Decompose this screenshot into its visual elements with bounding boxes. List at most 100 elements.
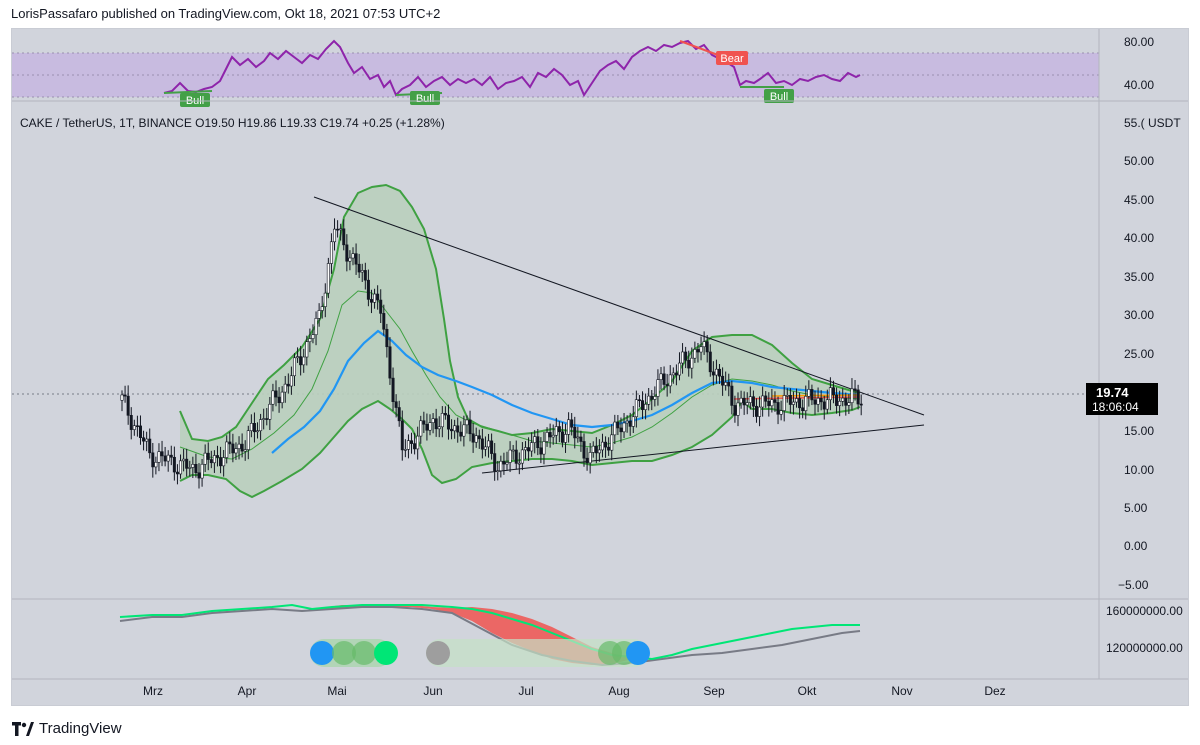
candle-up <box>292 357 296 377</box>
candle-up <box>203 452 207 465</box>
price-axis[interactable]: 55.( USDT 50.00 45.00 40.00 35.00 30.00 … <box>1118 116 1181 592</box>
candle-up <box>296 356 300 359</box>
candle-up <box>511 449 515 452</box>
candle-up <box>191 464 195 468</box>
candle-down <box>369 299 373 303</box>
candle-up <box>237 443 241 449</box>
candle-down <box>662 373 666 385</box>
bubble-green <box>352 641 376 665</box>
candle-up <box>745 402 749 406</box>
chart-frame[interactable]: Bull Bull Bear Bull 80.00 40.00 CAKE / T… <box>11 28 1189 706</box>
candle-down <box>616 421 620 429</box>
indicator-bubbles-group-1 <box>310 639 398 667</box>
candle-down <box>391 377 395 403</box>
candle-down <box>856 389 860 405</box>
candle-up <box>591 445 595 453</box>
time-tick: Nov <box>891 684 912 698</box>
candle-down <box>151 452 155 468</box>
candle-down <box>859 403 863 406</box>
candle-up <box>431 418 435 423</box>
time-axis[interactable]: Mrz Apr Mai Jun Jul Aug Sep Okt Nov Dez <box>143 684 1006 698</box>
signal-label: Bull <box>416 93 434 105</box>
candle-up <box>416 435 420 450</box>
candle-up <box>825 399 829 410</box>
candle-down <box>557 426 561 433</box>
time-tick: Mai <box>327 684 346 698</box>
candle-up <box>659 373 663 380</box>
chart-canvas[interactable]: Bull Bull Bear Bull 80.00 40.00 CAKE / T… <box>12 29 1188 705</box>
bubble-blue <box>626 641 650 665</box>
candle-down <box>336 228 340 231</box>
candle-up <box>333 228 337 243</box>
candle-up <box>724 382 728 386</box>
trendline-lower[interactable] <box>481 424 925 474</box>
candle-up <box>246 430 250 450</box>
candle-down <box>274 390 278 398</box>
candle-down <box>456 425 460 433</box>
candle-up <box>542 441 546 455</box>
candle-up <box>576 436 580 439</box>
candle-down <box>135 425 139 428</box>
candle-down <box>422 420 426 425</box>
candle-up <box>653 396 657 400</box>
candle-up <box>668 374 672 387</box>
candle-down <box>822 401 826 410</box>
candle-down <box>773 399 777 403</box>
candle-up <box>520 449 524 464</box>
last-price-tag[interactable]: 19.74 18:06:04 <box>1086 383 1158 415</box>
signal-badge <box>764 89 794 103</box>
candle-up <box>841 397 845 402</box>
candle-up <box>308 338 312 343</box>
candle-up <box>154 461 158 468</box>
candle-down <box>185 458 189 469</box>
candle-down <box>126 395 130 416</box>
candle-down <box>357 263 361 273</box>
candle-up <box>681 351 685 364</box>
candle-up <box>533 436 537 443</box>
tradingview-logo[interactable]: TradingView <box>12 720 122 737</box>
candle-down <box>684 351 688 361</box>
candle-down <box>810 389 814 401</box>
candle-down <box>142 437 146 442</box>
candle-up <box>739 397 743 404</box>
candle-down <box>628 420 632 427</box>
candle-up <box>551 434 555 438</box>
signal-label: Bear <box>720 53 744 65</box>
candle-down <box>197 472 201 479</box>
rsi-signal-bear: Bear <box>716 51 748 65</box>
candle-down <box>637 399 641 402</box>
trendline-upper[interactable] <box>313 196 925 416</box>
signal-badge <box>716 51 748 65</box>
candlestick-series <box>120 218 863 489</box>
candle-up <box>779 410 783 415</box>
volume-pane[interactable]: 160000000.00 120000000.00 <box>119 603 1183 667</box>
candle-up <box>517 462 521 465</box>
candle-down <box>215 455 219 458</box>
candle-up <box>323 292 327 307</box>
candle-up <box>785 395 789 397</box>
candle-up <box>453 425 457 432</box>
price-pane[interactable]: CAKE / TetherUS, 1T, BINANCE O19.50 H19.… <box>12 116 1181 592</box>
candle-up <box>714 368 718 376</box>
candle-down <box>527 447 531 452</box>
candle-up <box>440 413 444 428</box>
candle-down <box>594 445 598 454</box>
candle-up <box>508 449 512 463</box>
price-tick: 0.00 <box>1124 539 1148 553</box>
tradingview-logo-text: TradingView <box>39 720 122 737</box>
symbol-legend[interactable]: CAKE / TetherUS, 1T, BINANCE O19.50 H19.… <box>20 116 445 130</box>
candle-up <box>145 438 149 442</box>
rsi-pane[interactable]: Bull Bull Bear Bull 80.00 40.00 <box>12 35 1154 107</box>
candle-down <box>696 349 700 353</box>
candle-up <box>523 447 527 451</box>
rsi-signal-bull-3: Bull <box>764 89 794 103</box>
candle-down <box>573 426 577 439</box>
candle-up <box>588 452 592 464</box>
candle-down <box>650 395 654 400</box>
candle-down <box>410 440 414 444</box>
price-tick: 40.00 <box>1124 231 1154 245</box>
candle-up <box>259 419 263 432</box>
candle-up <box>564 434 568 443</box>
rsi-band <box>12 53 1099 97</box>
candle-down <box>379 299 383 314</box>
